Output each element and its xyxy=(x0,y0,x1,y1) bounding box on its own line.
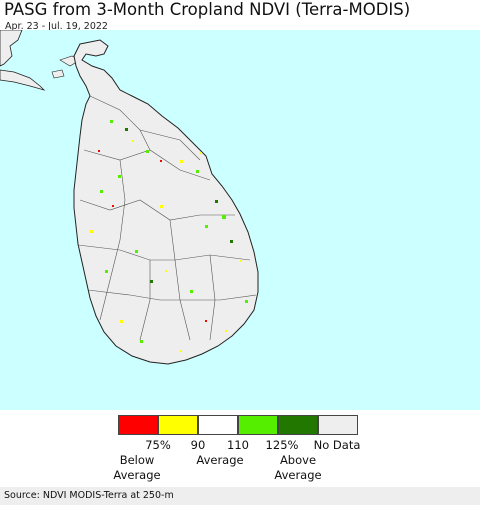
legend-swatch-90-110 xyxy=(198,415,238,435)
legend-swatch-above-125 xyxy=(278,415,318,435)
legend-tick-90: 90 xyxy=(190,438,206,452)
caption-average: Average xyxy=(196,453,244,467)
india-coast xyxy=(0,30,23,67)
india-coast-2 xyxy=(0,69,46,91)
legend-caption-below-average: Below Average xyxy=(113,453,160,483)
caption-below-average: Average xyxy=(113,468,161,482)
sri-lanka-map xyxy=(0,30,480,410)
legend-tick-no-data: No Data xyxy=(313,438,361,452)
date-range: Apr. 23 - Jul. 19, 2022 xyxy=(5,21,108,32)
source-note: Source: NDVI MODIS-Terra at 250-m xyxy=(0,487,480,505)
legend-tick-110: 110 xyxy=(227,438,249,452)
caption-below: Below xyxy=(119,453,155,467)
legend: 75% 90 110 125% No Data Below Average Av… xyxy=(0,410,480,485)
legend-swatch-75-90 xyxy=(158,415,198,435)
legend-swatch-no-data xyxy=(318,415,358,435)
caption-above: Above xyxy=(279,453,317,467)
ndvi-speckles xyxy=(90,120,248,352)
district-boundaries xyxy=(77,95,257,341)
legend-caption-average: Average xyxy=(196,453,243,468)
legend-swatch-below-75 xyxy=(118,415,158,435)
legend-tick-125: 125% xyxy=(265,438,299,452)
legend-caption-above-average: Above Average xyxy=(274,453,321,483)
legend-swatch-110-125 xyxy=(238,415,278,435)
island xyxy=(51,69,65,79)
sri-lanka-land xyxy=(73,39,259,365)
map-title: PASG from 3-Month Cropland NDVI (Terra-M… xyxy=(4,0,411,19)
caption-above-average: Average xyxy=(274,468,322,482)
legend-tick-75: 75% xyxy=(145,438,171,452)
